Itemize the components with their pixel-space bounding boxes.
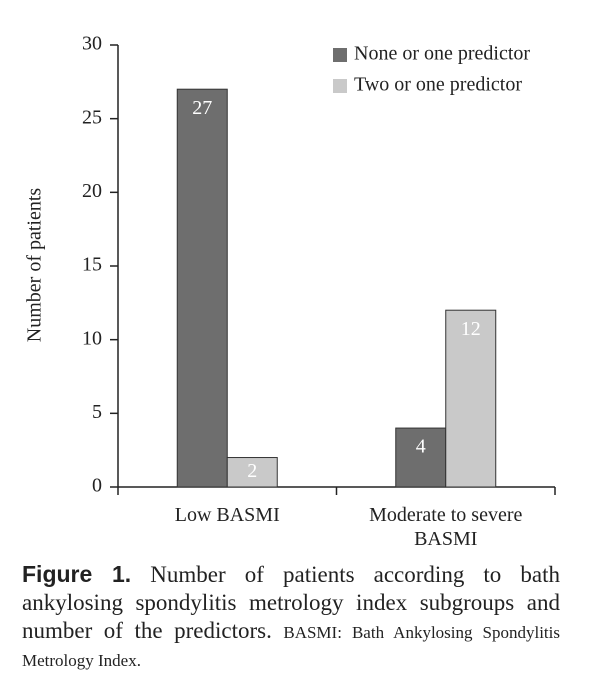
x-tick-label: Low BASMI <box>174 504 280 526</box>
y-tick-label: 0 <box>92 475 102 497</box>
legend-label: Two or one predictor <box>354 74 522 96</box>
y-axis-label: Number of patients <box>24 188 46 343</box>
legend-swatch <box>333 48 347 62</box>
legend-label: None or one predictor <box>354 43 530 65</box>
chart: Number of patients 051015202530272412Non… <box>24 33 556 497</box>
bar <box>395 427 447 488</box>
bar <box>226 457 278 488</box>
bar <box>176 88 228 488</box>
value-label: 27 <box>192 97 212 119</box>
value-label: 12 <box>461 318 481 340</box>
caption: Figure 1. Number of patients according t… <box>22 560 560 673</box>
value-label: 4 <box>416 436 426 458</box>
bar <box>445 309 497 488</box>
y-tick-label: 25 <box>82 106 102 128</box>
y-tick-label: 5 <box>92 401 102 423</box>
y-tick-label: 15 <box>82 254 102 276</box>
value-label: 2 <box>247 460 257 482</box>
y-tick-label: 10 <box>82 327 102 349</box>
caption-abbreviation: BASMI: Bath Ankylosing Spondylitis Metro… <box>22 623 560 670</box>
x-tick-label: Moderate to severe BASMI <box>369 504 523 550</box>
y-tick-label: 20 <box>82 180 102 202</box>
legend-swatch <box>333 79 347 93</box>
caption-label: Figure 1. <box>22 561 132 587</box>
caption-text: Number of patients according to bath ank… <box>22 562 560 643</box>
y-tick-label: 30 <box>82 33 102 55</box>
